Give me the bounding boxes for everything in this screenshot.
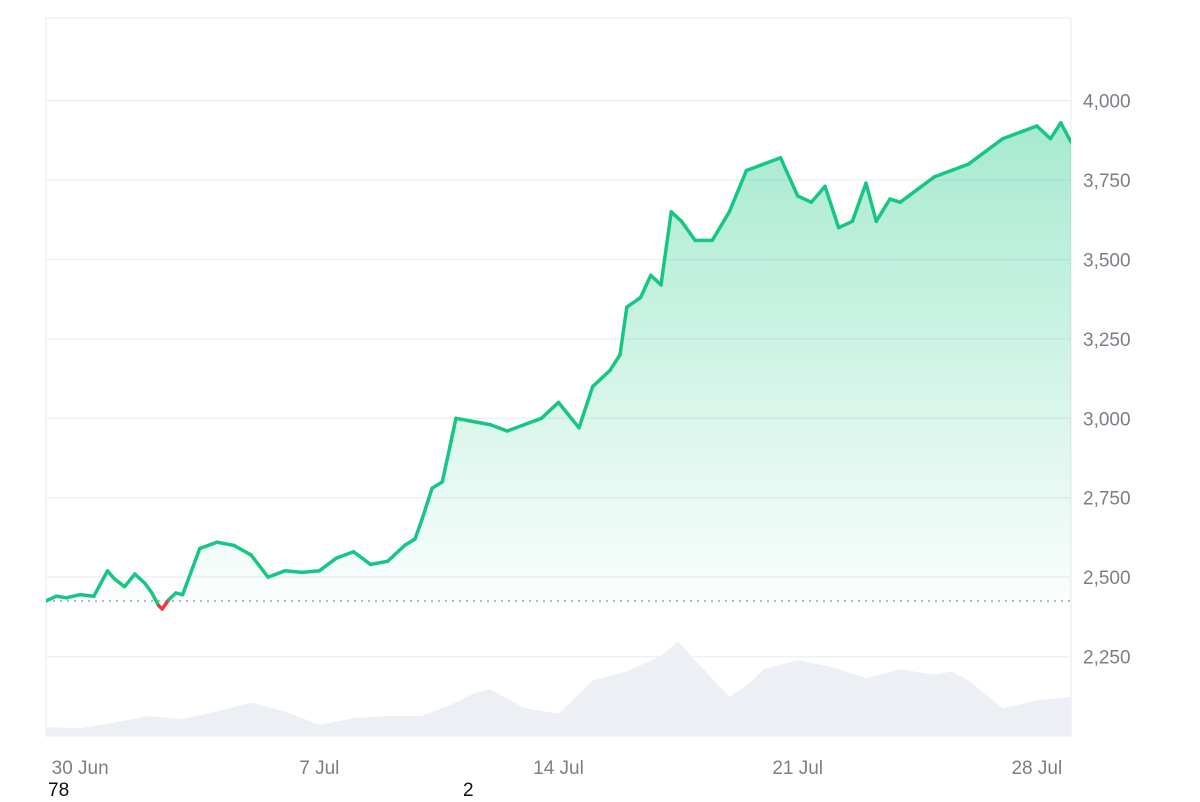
y-tick-label: 4,000 (1083, 92, 1131, 113)
x-tick-label: 14 Jul (533, 758, 584, 779)
corner-label-middle: 2 (463, 780, 474, 802)
x-axis: 30 Jun 7 Jul 14 Jul 21 Jul 28 Jul (52, 758, 1063, 779)
y-tick-label: 2,500 (1083, 568, 1131, 589)
y-tick-label: 3,750 (1083, 171, 1131, 192)
y-tick-label: 3,500 (1083, 250, 1131, 271)
x-tick-label: 30 Jun (52, 758, 109, 779)
corner-label-left: 78 (48, 780, 69, 802)
x-tick-label: 21 Jul (772, 758, 823, 779)
price-segment (80, 595, 94, 597)
y-tick-label: 3,000 (1083, 409, 1131, 430)
y-tick-label: 3,250 (1083, 330, 1131, 351)
y-axis: 4,000 3,750 3,500 3,250 3,000 2,750 2,500 2,250 (1083, 92, 1131, 669)
y-tick-label: 2,250 (1083, 648, 1131, 669)
x-tick-label: 28 Jul (1011, 758, 1062, 779)
x-tick-label: 7 Jul (299, 758, 339, 779)
y-tick-label: 2,750 (1083, 489, 1131, 510)
price-segment (285, 571, 302, 573)
price-segment (302, 571, 319, 573)
